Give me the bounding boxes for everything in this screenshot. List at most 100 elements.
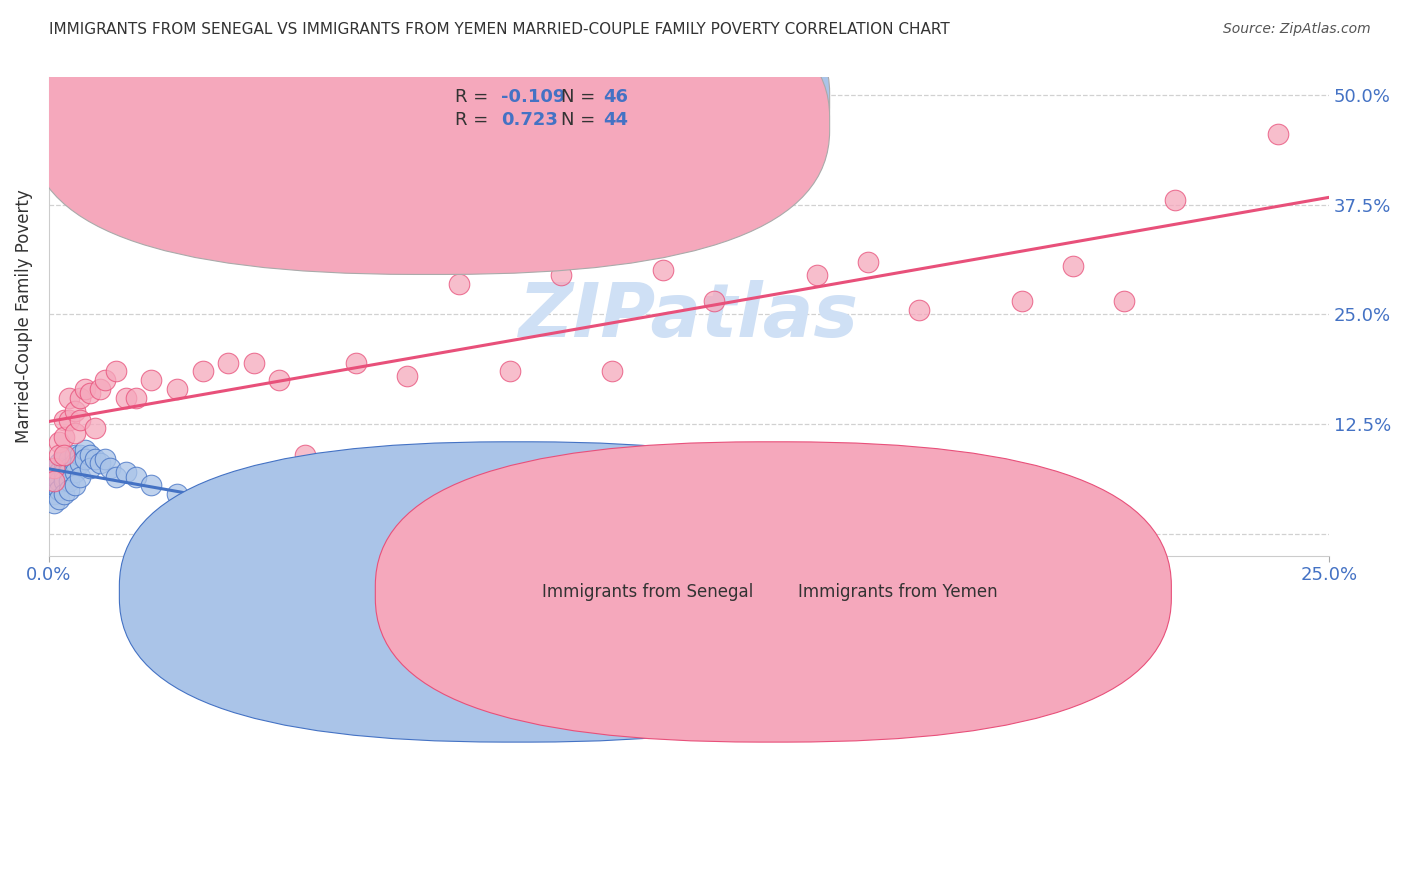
Point <box>48 483 70 497</box>
Point <box>69 412 91 426</box>
Point <box>58 391 80 405</box>
Point <box>703 294 725 309</box>
Text: 44: 44 <box>603 112 628 129</box>
Text: Immigrants from Senegal: Immigrants from Senegal <box>541 583 754 601</box>
Text: Immigrants from Yemen: Immigrants from Yemen <box>797 583 997 601</box>
Point <box>48 469 70 483</box>
Point <box>94 452 117 467</box>
Point <box>69 448 91 462</box>
Point <box>191 364 214 378</box>
Point <box>42 487 65 501</box>
Point <box>53 487 76 501</box>
Point <box>63 448 86 462</box>
Text: Source: ZipAtlas.com: Source: ZipAtlas.com <box>1223 22 1371 37</box>
FancyBboxPatch shape <box>120 442 915 742</box>
Point <box>344 524 367 539</box>
Point <box>125 391 148 405</box>
Point <box>269 373 291 387</box>
Y-axis label: Married-Couple Family Poverty: Married-Couple Family Poverty <box>15 190 32 443</box>
Point <box>73 382 96 396</box>
Point <box>125 469 148 483</box>
Point <box>42 461 65 475</box>
Text: -0.109: -0.109 <box>501 87 565 105</box>
Point <box>42 478 65 492</box>
Point <box>396 368 419 383</box>
Point <box>141 478 163 492</box>
Point <box>42 496 65 510</box>
Point <box>344 355 367 369</box>
FancyBboxPatch shape <box>388 83 696 148</box>
Point <box>806 268 828 282</box>
Point <box>53 452 76 467</box>
Point <box>58 483 80 497</box>
Point <box>58 461 80 475</box>
Point <box>1267 128 1289 142</box>
Text: R =: R = <box>454 87 494 105</box>
Point <box>652 263 675 277</box>
Point <box>53 412 76 426</box>
Point <box>63 465 86 479</box>
Point <box>908 302 931 317</box>
Point <box>58 412 80 426</box>
Point <box>499 364 522 378</box>
Point <box>166 487 188 501</box>
Point <box>53 448 76 462</box>
FancyBboxPatch shape <box>30 0 830 251</box>
Point <box>447 277 470 291</box>
Text: ZIPatlas: ZIPatlas <box>519 280 859 353</box>
Point <box>242 355 264 369</box>
Point <box>53 430 76 444</box>
FancyBboxPatch shape <box>375 442 1171 742</box>
Point <box>73 452 96 467</box>
Point <box>166 382 188 396</box>
Point <box>63 457 86 471</box>
Point <box>1011 294 1033 309</box>
Point <box>104 364 127 378</box>
Point <box>73 443 96 458</box>
Point <box>100 461 122 475</box>
Point <box>1112 294 1135 309</box>
Point <box>58 452 80 467</box>
Point <box>63 404 86 418</box>
FancyBboxPatch shape <box>30 0 830 275</box>
Point <box>79 386 101 401</box>
Point <box>42 469 65 483</box>
Point <box>63 478 86 492</box>
Point <box>294 517 316 532</box>
Point <box>53 465 76 479</box>
Point <box>53 469 76 483</box>
Point <box>58 474 80 488</box>
Point <box>42 474 65 488</box>
Point <box>53 461 76 475</box>
Point <box>550 268 572 282</box>
Point <box>89 382 111 396</box>
Point <box>48 465 70 479</box>
Point <box>191 491 214 506</box>
Point <box>1164 194 1187 208</box>
Point <box>600 364 623 378</box>
Text: 46: 46 <box>603 87 628 105</box>
Point <box>1062 259 1084 273</box>
Point <box>84 452 107 467</box>
Point <box>58 465 80 479</box>
Point <box>48 491 70 506</box>
Point <box>63 425 86 440</box>
Point <box>294 448 316 462</box>
Point <box>48 474 70 488</box>
Point <box>53 474 76 488</box>
Text: N =: N = <box>561 112 600 129</box>
Point <box>94 373 117 387</box>
Text: 0.723: 0.723 <box>501 112 558 129</box>
Point <box>114 465 136 479</box>
Point <box>114 391 136 405</box>
Point <box>69 391 91 405</box>
Point <box>217 355 239 369</box>
Point <box>79 448 101 462</box>
Point <box>42 465 65 479</box>
Point <box>856 254 879 268</box>
Point <box>79 461 101 475</box>
Point <box>48 434 70 449</box>
Point <box>48 448 70 462</box>
Text: IMMIGRANTS FROM SENEGAL VS IMMIGRANTS FROM YEMEN MARRIED-COUPLE FAMILY POVERTY C: IMMIGRANTS FROM SENEGAL VS IMMIGRANTS FR… <box>49 22 950 37</box>
Point <box>69 457 91 471</box>
